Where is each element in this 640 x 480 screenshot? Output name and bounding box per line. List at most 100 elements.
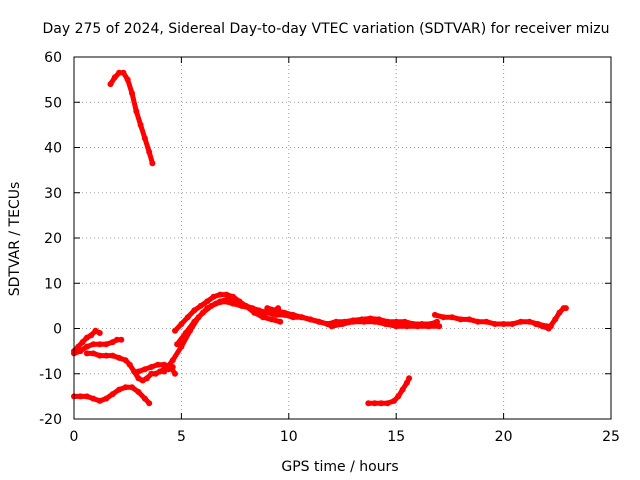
data-point: [77, 348, 84, 355]
data-point: [371, 318, 378, 325]
data-point: [361, 318, 367, 325]
data-point: [172, 370, 178, 377]
data-point: [272, 307, 279, 314]
data-point: [131, 368, 138, 375]
data-point: [148, 370, 155, 377]
data-point: [90, 395, 97, 402]
grid: [74, 57, 611, 419]
data-point: [449, 314, 455, 321]
data-point: [135, 368, 142, 375]
data-point: [111, 74, 118, 81]
data-point: [225, 296, 232, 303]
data-point: [126, 361, 133, 368]
data-point: [191, 307, 198, 314]
data-point: [83, 393, 90, 400]
data-point: [545, 325, 552, 332]
data-point: [466, 316, 473, 323]
data-point: [178, 321, 185, 327]
data-point: [79, 339, 86, 346]
data-point: [137, 121, 144, 128]
data-point: [96, 330, 103, 336]
data-point: [118, 336, 125, 343]
data-point: [116, 69, 123, 76]
data-point: [457, 316, 464, 323]
data-point: [272, 311, 279, 318]
y-tick-label: 0: [53, 322, 62, 338]
data-point: [141, 135, 148, 142]
data-point: [154, 361, 161, 368]
data-point: [393, 323, 400, 330]
x-tick-label: 25: [602, 429, 620, 445]
x-tick-label: 0: [70, 429, 79, 445]
y-tick-label: 40: [44, 141, 62, 157]
data-point: [96, 397, 103, 404]
x-tick-label: 10: [280, 429, 298, 445]
data-point: [268, 316, 275, 323]
data-point: [365, 400, 372, 407]
data-point: [146, 149, 153, 155]
data-point: [204, 298, 211, 305]
data-point: [425, 323, 432, 330]
data-point: [339, 321, 346, 327]
data-point: [434, 318, 440, 325]
data-point: [298, 314, 305, 321]
y-tick-label: 50: [44, 95, 62, 111]
y-tick-label: 20: [44, 231, 62, 247]
data-point: [96, 341, 103, 348]
x-tick-labels: 0 5 10 15 20 25: [70, 429, 620, 445]
x-tick-label: 15: [387, 429, 405, 445]
data-point: [184, 314, 191, 321]
data-point: [135, 388, 142, 395]
data-point: [114, 336, 120, 343]
data-point: [148, 364, 155, 370]
data-point: [217, 298, 224, 305]
data-point: [307, 316, 314, 323]
data-point: [83, 350, 90, 357]
data-point: [146, 400, 153, 407]
data-point: [174, 341, 181, 348]
data-point: [109, 352, 116, 359]
y-tick-label: 10: [44, 276, 62, 292]
data-point: [440, 314, 447, 321]
data-point: [172, 327, 178, 334]
data-point: [149, 160, 156, 167]
data-point: [539, 323, 546, 330]
data-point: [210, 293, 217, 300]
series-layer: [71, 69, 569, 407]
data-point: [120, 69, 127, 76]
data-point: [234, 298, 241, 305]
data-point: [556, 309, 563, 316]
y-tick-label: 60: [44, 50, 62, 66]
data-point: [88, 332, 95, 339]
data-point: [90, 341, 97, 348]
y-tick-label: -20: [39, 412, 62, 428]
data-point: [403, 323, 410, 330]
data-point: [83, 343, 90, 350]
data-point: [103, 352, 110, 359]
data-point: [395, 393, 402, 400]
data-point: [384, 400, 391, 407]
data-point: [562, 305, 569, 312]
y-tick-label: 30: [44, 186, 62, 202]
data-point: [90, 350, 97, 357]
data-point: [403, 379, 410, 386]
data-point: [517, 318, 524, 325]
data-point: [399, 386, 406, 393]
data-point: [141, 366, 148, 373]
data-point: [431, 311, 438, 318]
data-point: [133, 108, 140, 115]
data-point: [371, 400, 378, 407]
data-point: [378, 400, 385, 407]
data-point: [141, 395, 148, 402]
data-point: [129, 90, 135, 97]
data-point: [182, 330, 189, 336]
data-point: [260, 314, 266, 321]
data-point: [103, 341, 110, 348]
data-point: [414, 323, 421, 330]
data-point: [436, 323, 443, 330]
data-point: [116, 386, 123, 393]
data-point: [122, 357, 129, 364]
data-point: [315, 318, 322, 325]
data-point: [107, 81, 114, 88]
